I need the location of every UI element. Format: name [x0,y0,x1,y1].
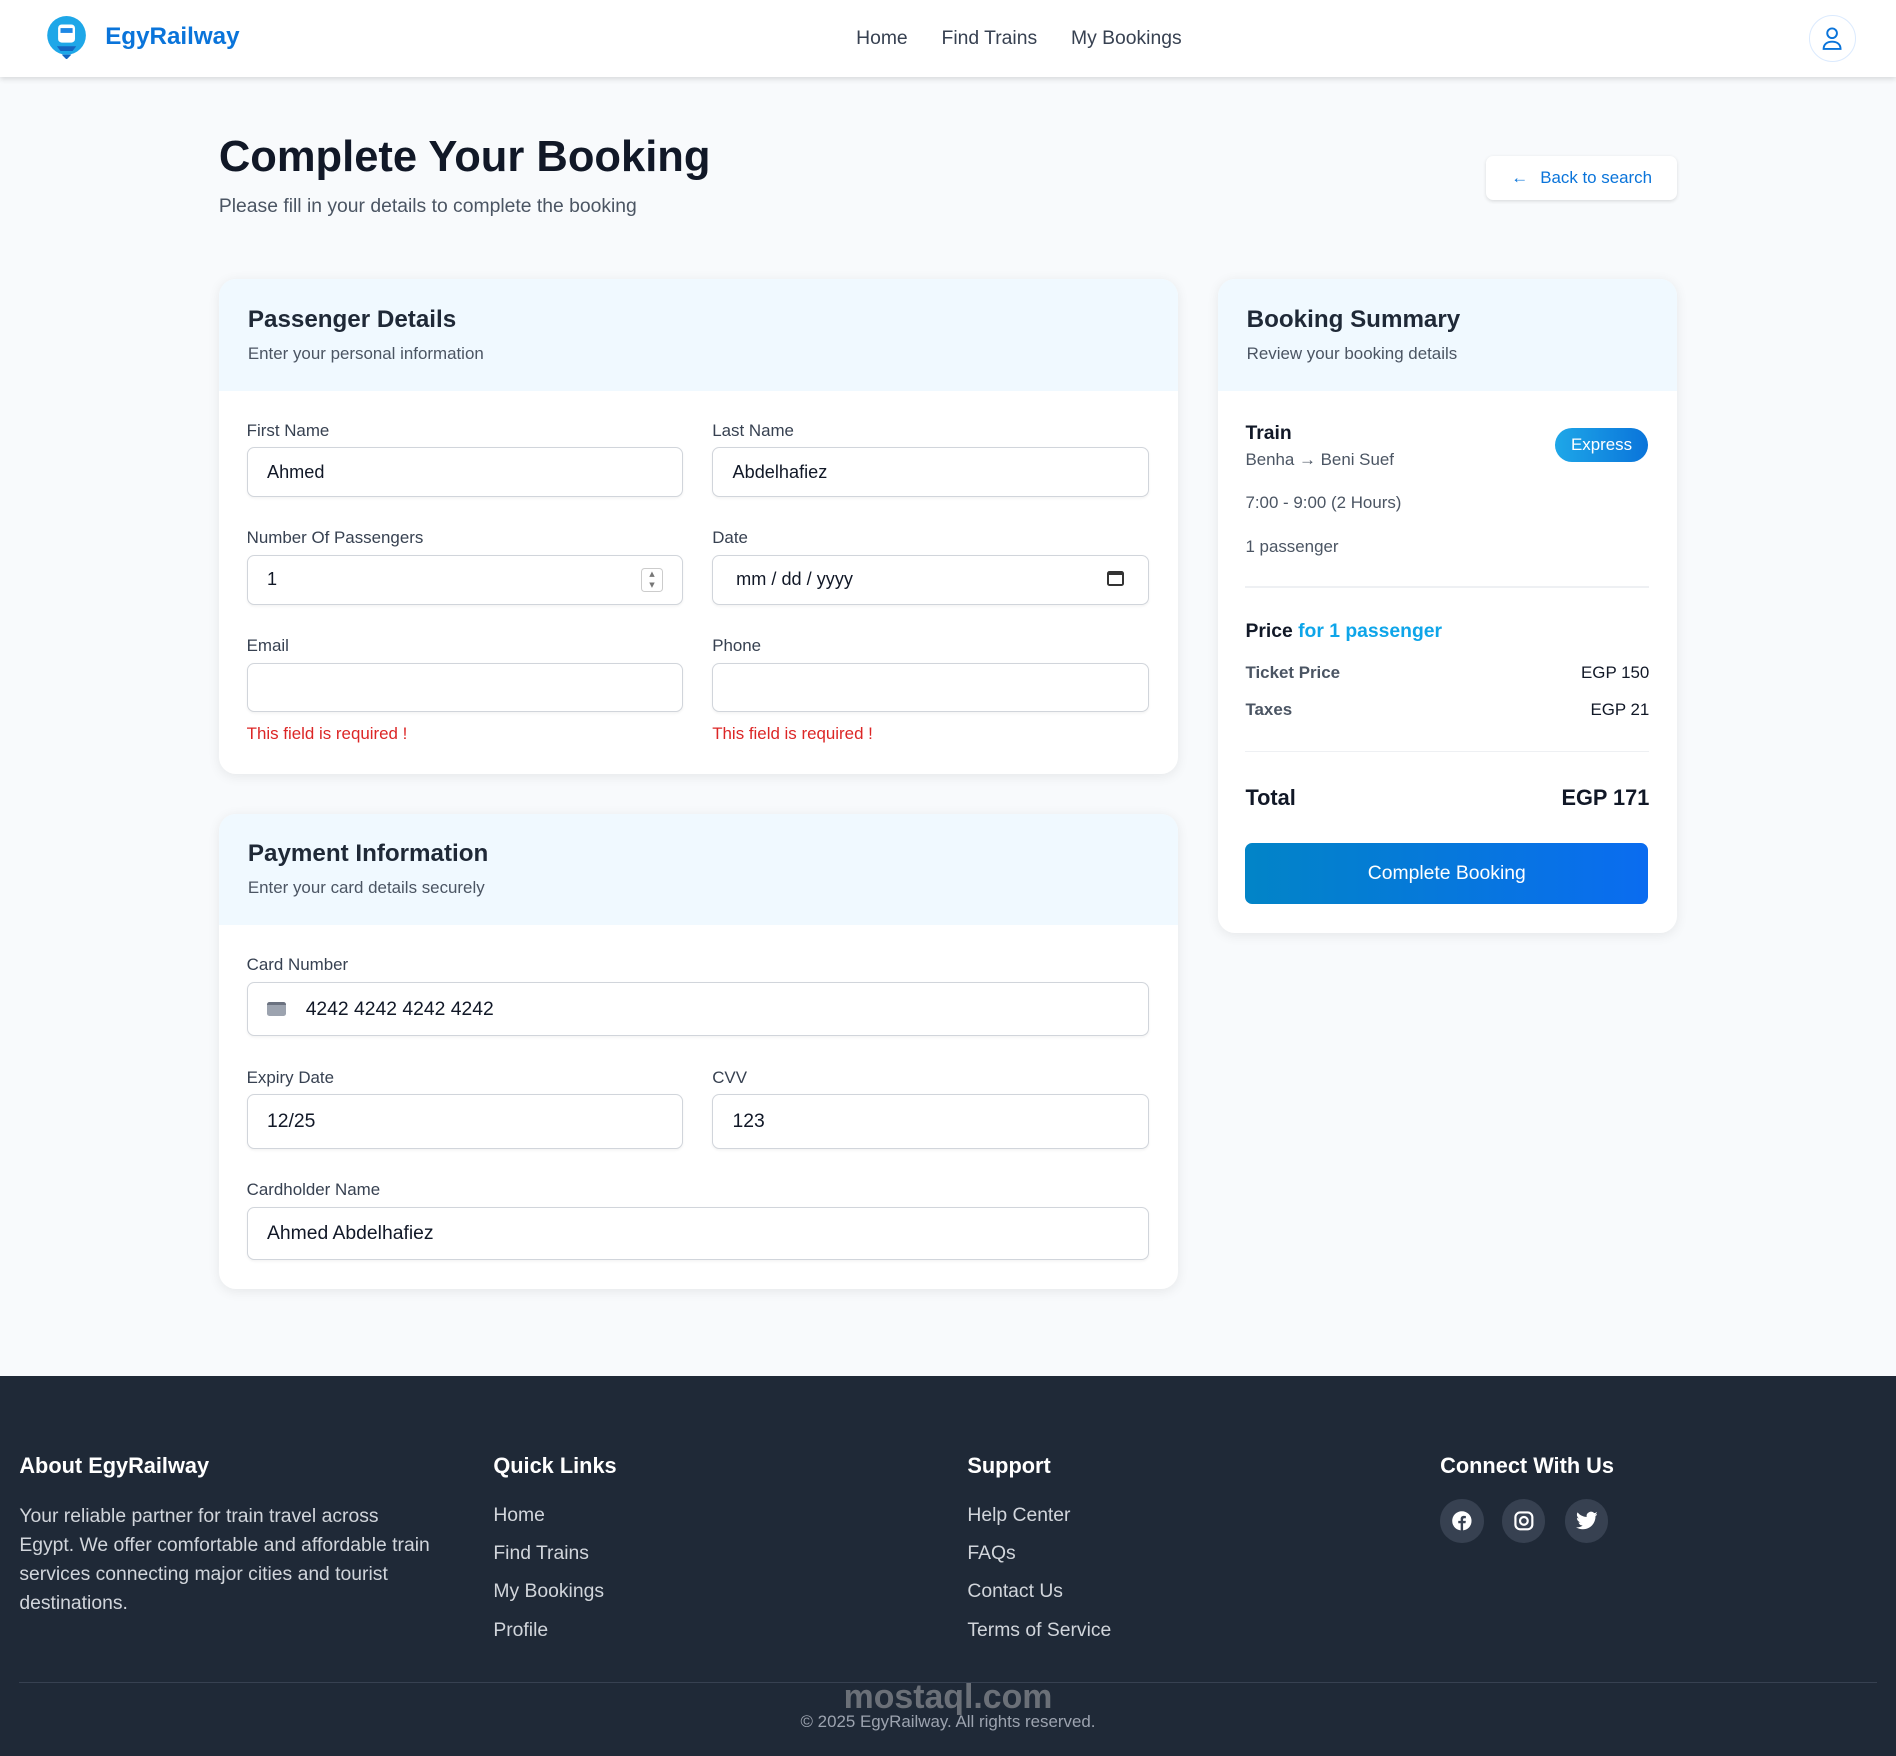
footer-link-find-trains[interactable]: Find Trains [493,1541,589,1564]
card-subtitle: Enter your card details securely [247,878,485,898]
email-error: This field is required ! [246,724,408,744]
cvv-input[interactable]: 123 [712,1094,1149,1149]
footer-connect-title: Connect With Us [1440,1453,1614,1479]
page-subtitle: Please fill in your details to complete … [218,194,637,217]
card-subtitle: Enter your personal information [247,343,484,363]
user-icon [1823,27,1842,50]
taxes: EGP 21 [1590,700,1650,720]
card-number-input[interactable]: 4242 4242 4242 4242 [246,981,1149,1037]
passenger-count: 1 passenger [1245,536,1339,556]
footer-link-my-bookings[interactable]: My Bookings [493,1580,604,1603]
phone-error: This field is required ! [712,724,873,744]
ticket-price-label: Ticket Price [1245,662,1341,682]
credit-card-icon [267,1001,287,1017]
booking-summary-card: Booking Summary Review your booking detai… [1217,279,1678,934]
cardholder-input[interactable]: Ahmed Abdelhafiez [246,1206,1149,1260]
phone-input[interactable] [712,662,1149,713]
date-label: Date [712,528,748,548]
divider [1245,750,1650,753]
footer-about-title: About EgyRailway [19,1453,210,1479]
train-label: Train [1245,421,1292,444]
route: Benha → Beni Suef [1245,449,1394,469]
first-name-input[interactable]: Ahmed [246,447,684,497]
first-name-label: First Name [246,420,330,440]
price-heading: Price for 1 passenger [1245,620,1443,643]
last-name-input[interactable]: Abdelhafiez [712,447,1149,497]
email-label: Email [246,636,289,656]
facebook-icon[interactable] [1440,1499,1484,1543]
footer-link-profile[interactable]: Profile [493,1619,549,1642]
total-label: Total [1245,784,1296,810]
total-price: EGP 171 [1561,784,1650,810]
cvv-label: CVV [712,1067,747,1087]
card-title: Passenger Details [247,305,457,333]
express-badge: Express [1555,428,1649,462]
expiry-label: Expiry Date [246,1067,335,1087]
card-title: Payment Information [247,840,489,868]
brand-name[interactable]: EgyRailway [105,22,240,50]
arrow-left-icon: ← [1511,167,1529,187]
passengers-stepper[interactable]: 1 ▴ ▾ [246,555,684,605]
expiry-input[interactable]: 12/25 [246,1094,684,1149]
footer: About EgyRailway Your reliable partner f… [0,1376,1896,1756]
footer-link-faqs[interactable]: FAQs [967,1541,1016,1564]
card-title: Booking Summary [1246,305,1461,333]
user-menu-button[interactable] [1808,14,1857,62]
instagram-icon[interactable] [1501,1499,1546,1543]
copyright: © 2025 EgyRailway. All rights reserved. [800,1712,1096,1732]
complete-booking-button[interactable]: Complete Booking [1245,842,1649,905]
phone-label: Phone [712,636,762,656]
nav-home[interactable]: Home [856,26,908,49]
ticket-price: EGP 150 [1581,662,1650,682]
passengers-label: Number Of Passengers [246,528,424,548]
date-input[interactable]: mm / dd / yyyy [712,555,1149,605]
page-title: Complete Your Booking [218,133,711,181]
payment-card: Payment Information Enter your card detai… [218,813,1178,1289]
calendar-icon[interactable] [1106,570,1124,587]
navbar: EgyRailway Home Find Trains My Bookings [0,0,1896,78]
footer-link-home[interactable]: Home [493,1504,545,1527]
twitter-icon[interactable] [1564,1499,1609,1543]
footer-link-contact[interactable]: Contact Us [967,1580,1063,1603]
footer-link-terms[interactable]: Terms of Service [967,1619,1112,1642]
trip-time: 7:00 - 9:00 (2 Hours) [1245,493,1402,513]
divider [1245,586,1650,588]
footer-support-title: Support [967,1453,1051,1479]
footer-divider [19,1681,1877,1684]
passenger-details-card: Passenger Details Enter your personal inf… [218,279,1178,774]
footer-about-text: Your reliable partner for train travel a… [19,1504,430,1614]
nav-find-trains[interactable]: Find Trains [941,26,1038,49]
footer-link-help[interactable]: Help Center [967,1504,1071,1527]
nav-my-bookings[interactable]: My Bookings [1070,26,1182,49]
watermark: mostaql.com [843,1678,1053,1717]
cardholder-label: Cardholder Name [246,1180,381,1200]
stepper-arrows-icon[interactable]: ▴ ▾ [641,567,663,592]
card-subtitle: Review your booking details [1246,343,1458,363]
train-logo-icon [47,15,86,60]
email-input[interactable] [246,662,684,713]
taxes-label: Taxes [1245,700,1293,720]
footer-quick-title: Quick Links [493,1453,617,1479]
back-to-search-button[interactable]: ← Back to search [1486,155,1678,200]
last-name-label: Last Name [712,420,794,440]
card-number-label: Card Number [246,955,349,975]
